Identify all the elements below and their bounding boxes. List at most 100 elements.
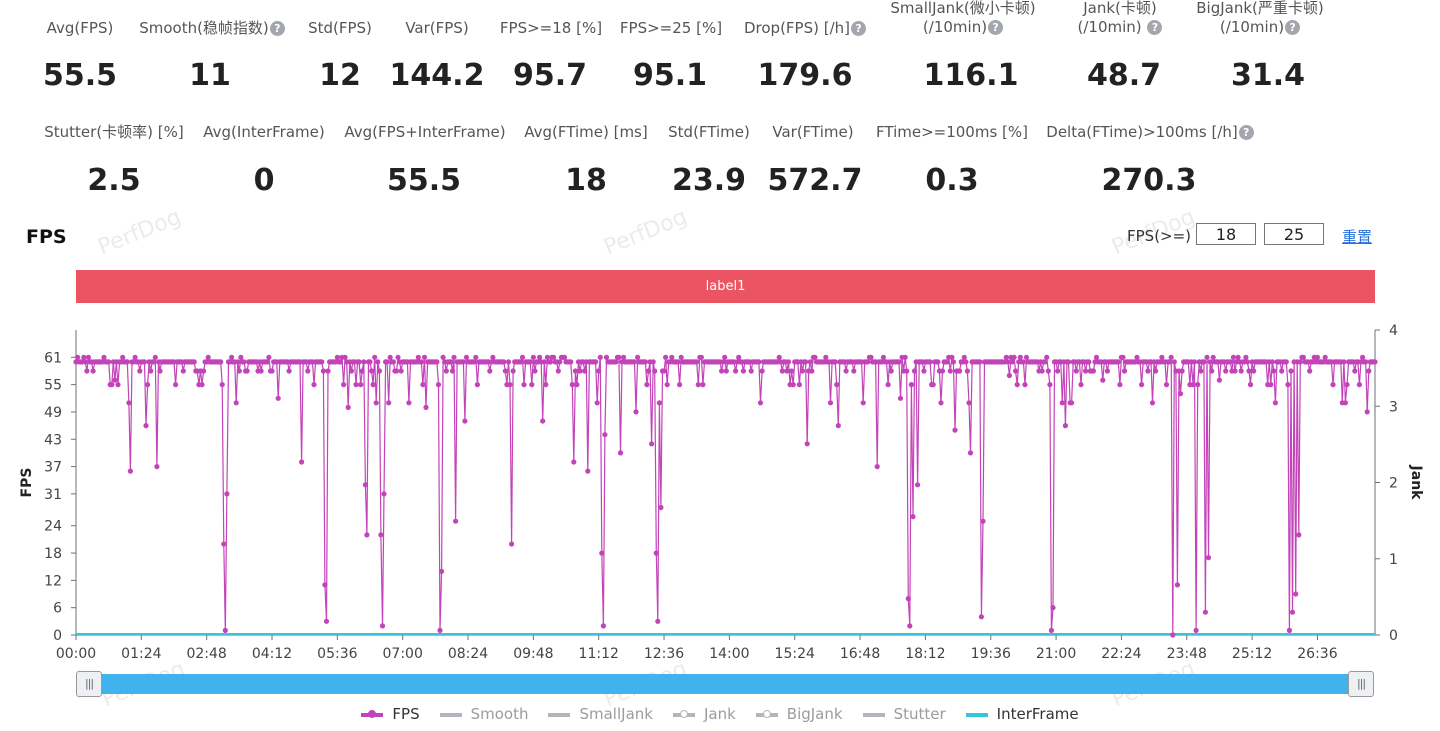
fps-point <box>796 382 803 388</box>
fps-point <box>1235 354 1241 360</box>
stat-drop-fps-label: Drop(FPS) [/h]? <box>738 19 872 38</box>
legend-swatch-icon <box>672 709 695 718</box>
help-icon[interactable]: ? <box>1147 20 1163 35</box>
stat-var-fps-label: Var(FPS) <box>405 19 469 37</box>
fps-point <box>532 368 538 374</box>
help-icon[interactable]: ? <box>269 21 285 36</box>
stat-avg-interframe-label: Avg(InterFrame) <box>203 123 325 141</box>
fps-point <box>544 354 551 360</box>
fps-point <box>1179 368 1185 374</box>
fps-point <box>1297 359 1303 365</box>
fps-point <box>655 618 661 624</box>
fps-point <box>222 627 228 633</box>
x-tick-label: 00:00 <box>56 646 96 662</box>
fps-point <box>1366 368 1372 374</box>
help-icon[interactable]: ? <box>988 20 1004 35</box>
fps-point <box>700 382 706 388</box>
label-bar[interactable]: label1 <box>76 270 1375 303</box>
fps-threshold-label: FPS(>=) <box>1127 227 1192 245</box>
fps-point <box>661 368 667 374</box>
fps-point <box>233 400 239 406</box>
fps-point <box>359 368 365 374</box>
time-range-slider[interactable] <box>86 674 1364 694</box>
fps-point <box>603 354 610 360</box>
legend-item-bigjank[interactable]: BigJank <box>755 705 843 723</box>
fps-point <box>652 368 658 374</box>
stat-avg-fps-interframe-label: Avg(FPS+InterFrame) <box>344 123 506 141</box>
fps-point <box>834 382 840 388</box>
y-tick-label: 31 <box>44 487 62 503</box>
fps-point <box>938 400 944 406</box>
help-icon[interactable]: ? <box>851 21 867 36</box>
legend-label: Stutter <box>893 705 946 723</box>
fps-point <box>362 482 368 488</box>
fps-point <box>353 382 359 388</box>
fps-point <box>1069 400 1075 406</box>
fps-point <box>435 382 442 388</box>
legend-item-fps[interactable]: FPS <box>361 705 420 723</box>
fps-threshold-high-input[interactable] <box>1264 223 1324 245</box>
stat-fps-25-value: 95.1 <box>632 58 708 93</box>
fps-threshold-low-input[interactable] <box>1196 223 1256 245</box>
fps-point <box>978 614 985 620</box>
fps-point <box>756 359 762 365</box>
fps-point <box>471 359 477 365</box>
fps-point <box>1201 359 1207 365</box>
x-tick-label: 18:12 <box>905 646 945 662</box>
fps-point <box>571 459 577 465</box>
legend-item-interframe[interactable]: InterFrame <box>965 705 1079 723</box>
fps-point <box>372 354 378 360</box>
fps-point <box>191 359 197 365</box>
fps-point <box>897 395 904 401</box>
fps-point <box>373 400 379 406</box>
fps-point <box>540 418 546 424</box>
fps-point <box>1268 382 1274 388</box>
fps-point <box>423 404 429 410</box>
help-icon[interactable]: ? <box>1238 125 1254 140</box>
fps-point <box>1044 354 1050 360</box>
fps-point <box>1251 368 1257 374</box>
fps-point <box>944 359 950 365</box>
fps-point <box>1020 359 1026 365</box>
reset-link[interactable]: 重置 <box>1342 228 1373 246</box>
fps-point <box>616 354 622 360</box>
help-icon[interactable]: ? <box>1285 20 1301 35</box>
fps-point <box>677 382 683 388</box>
slider-left-handle[interactable]: ||| <box>76 671 102 697</box>
stat-jank-value: 48.7 <box>1086 58 1162 93</box>
fps-point <box>1307 368 1313 374</box>
legend-item-jank[interactable]: Jank <box>672 705 736 723</box>
fps-point <box>1191 359 1198 365</box>
fps-point <box>1360 354 1366 360</box>
x-tick-label: 22:24 <box>1101 646 1141 662</box>
y-tick-label: 24 <box>44 519 62 535</box>
fps-point <box>843 368 849 374</box>
fps-point <box>1190 382 1196 388</box>
x-tick-label: 16:48 <box>840 646 880 662</box>
fps-point <box>376 368 382 374</box>
fps-point <box>1090 368 1096 374</box>
fps-point <box>720 359 726 365</box>
fps-point <box>1050 605 1056 611</box>
fps-point <box>807 359 813 365</box>
slider-right-handle[interactable]: ||| <box>1348 671 1374 697</box>
chart-legend: FPS Smooth SmallJank Jank BigJank Stutter Inte… <box>0 705 1440 723</box>
fps-point <box>600 623 607 629</box>
fps-point <box>723 368 729 374</box>
fps-point <box>199 382 205 388</box>
fps-point <box>1216 377 1222 383</box>
fps-point <box>921 368 927 374</box>
fps-point <box>1059 400 1065 406</box>
fps-point <box>812 354 818 360</box>
stat-delta-ftime-value: 270.3 <box>1101 163 1197 198</box>
fps-point <box>823 354 829 360</box>
fps-point <box>957 368 963 374</box>
fps-point <box>757 400 764 406</box>
fps-point <box>395 354 401 360</box>
legend-item-stutter[interactable]: Stutter <box>862 705 946 723</box>
fps-point <box>157 368 163 374</box>
legend-item-smooth[interactable]: Smooth <box>439 705 528 723</box>
fps-point <box>1174 582 1180 588</box>
legend-item-smalljank[interactable]: SmallJank <box>548 705 653 723</box>
